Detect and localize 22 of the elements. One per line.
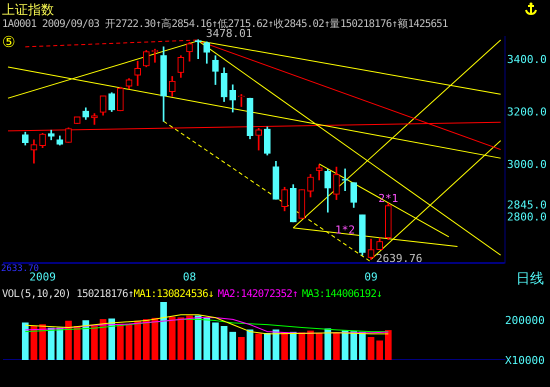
- y-tick-label: 3200.0: [507, 105, 547, 118]
- chart-title: VOL(5,10,20) 150218176↑: [2, 288, 134, 300]
- annotation: X10000: [505, 354, 545, 367]
- y-tick-label: 3400.0: [507, 53, 547, 66]
- y-tick-label: 2845.0: [507, 198, 547, 212]
- y-tick-label: 2800.0: [507, 210, 547, 224]
- annotation: 2*1: [378, 192, 398, 205]
- series-label: MA2:142072352↑: [218, 288, 298, 300]
- series-label: MA1:130824536↓: [134, 288, 214, 300]
- text: 日线: [516, 270, 544, 288]
- chart-title: 上证指数: [2, 2, 54, 19]
- annotation: 2639.76: [376, 252, 422, 265]
- annotation: ⑤: [2, 33, 16, 51]
- annotation: 1*2: [335, 223, 356, 236]
- annotation: 3478.01: [206, 27, 252, 40]
- x-tick-label: 08: [182, 270, 196, 284]
- x-tick-label: 09: [364, 270, 378, 284]
- x-tick-label: 2009: [29, 270, 56, 284]
- text: MA3:144006192↓: [302, 288, 382, 300]
- chart-subtitle: 1A0001 2009/09/03 开2722.30↑高2854.16↑低2715.62↑收2845.02↑量150218176↑额1425651: [2, 17, 448, 30]
- annotation: 200000: [505, 314, 545, 327]
- y-tick-label: 3000.0: [507, 158, 547, 171]
